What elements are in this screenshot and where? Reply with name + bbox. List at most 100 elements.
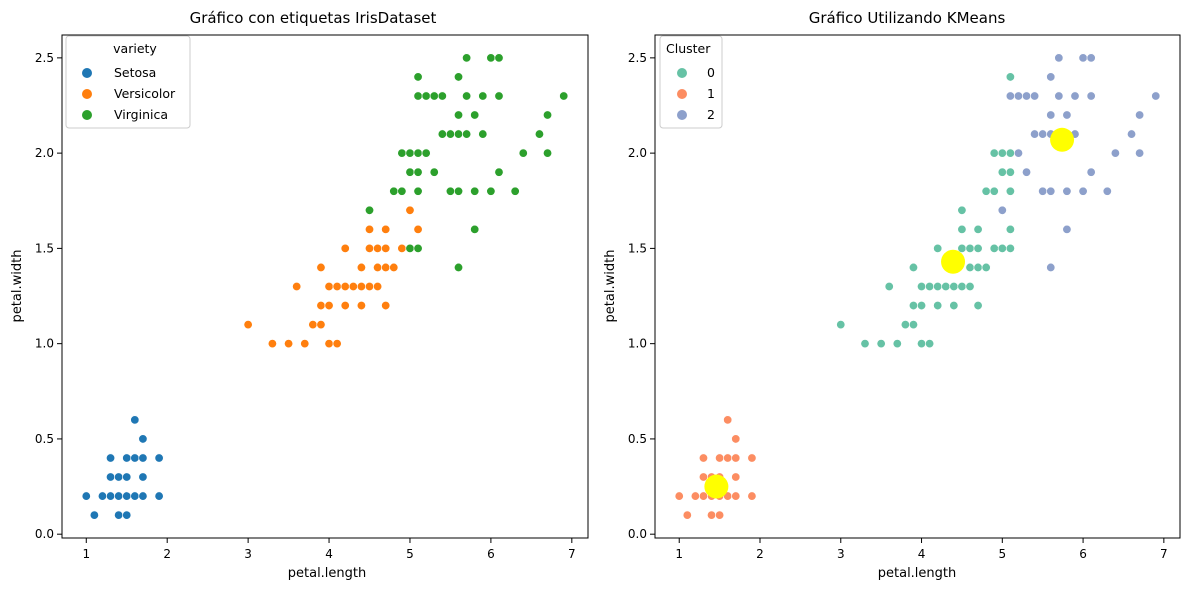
data-point [494,91,504,101]
y-tick-label: 1.5 [628,241,647,255]
y-tick-label: 1.0 [35,337,54,351]
x-tick-label: 5 [998,547,1006,561]
data-point [340,301,350,311]
data-point [973,262,983,272]
y-tick-label: 2.0 [35,146,54,160]
data-point [154,453,164,463]
data-point [965,243,975,253]
data-point [405,243,415,253]
legend-marker [677,68,687,78]
data-point [543,110,553,120]
x-tick-label: 3 [837,547,845,561]
data-point [316,301,326,311]
data-point [1013,91,1023,101]
data-point [1054,53,1064,63]
data-point [917,301,927,311]
data-point [1110,148,1120,158]
data-point [340,243,350,253]
data-point [470,110,480,120]
data-point [114,491,124,501]
legend-label: 0 [707,65,715,80]
data-point [1022,91,1032,101]
data-point [454,186,464,196]
data-point [1086,53,1096,63]
data-point [437,91,447,101]
legend-entry-cluster-2: 2 [677,107,715,122]
series-2 [997,53,1161,272]
y-tick-label: 0.5 [628,432,647,446]
data-point [1038,186,1048,196]
data-point [478,91,488,101]
data-point [1062,186,1072,196]
series-setosa [81,415,164,520]
data-point [1046,110,1056,120]
legend-title: Cluster [666,41,711,56]
data-point [356,281,366,291]
data-point [715,453,725,463]
data-point [731,434,741,444]
y-tick-label: 1.5 [35,241,54,255]
data-point [1151,91,1161,101]
data-point [122,491,132,501]
chart-title: Gráfico con etiquetas IrisDataset [190,9,437,27]
data-point [510,186,520,196]
data-point [981,262,991,272]
data-point [518,148,528,158]
data-point [97,491,107,501]
legend-label: 2 [707,107,715,122]
data-point [340,281,350,291]
data-point [534,129,544,139]
data-point [925,281,935,291]
data-point [989,186,999,196]
data-point [1030,91,1040,101]
data-point [486,186,496,196]
data-point [1135,148,1145,158]
data-point [973,301,983,311]
x-tick-label: 5 [406,547,414,561]
data-point [1086,91,1096,101]
data-point [122,453,132,463]
data-point [997,243,1007,253]
legend-marker [677,89,687,99]
data-point [373,281,383,291]
data-point [1078,53,1088,63]
legend-frame [65,35,191,129]
data-point [316,320,326,330]
data-point [462,129,472,139]
data-point [1038,129,1048,139]
y-tick-label: 2.0 [628,146,647,160]
legend-title: variety [113,41,157,56]
data-point [429,91,439,101]
data-point [989,243,999,253]
data-point [957,224,967,234]
data-point [397,186,407,196]
data-point [543,148,553,158]
data-point [413,72,423,82]
data-point [917,281,927,291]
data-point [284,339,294,349]
data-point [405,148,415,158]
data-point [413,243,423,253]
data-point [413,167,423,177]
data-point [454,110,464,120]
x-tick-label: 7 [1160,547,1168,561]
data-point [973,243,983,253]
y-tick-label: 0.5 [35,432,54,446]
y-axis-label: petal.width [10,250,25,323]
data-point [1005,167,1015,177]
data-point [674,491,684,501]
data-point [892,339,902,349]
data-point [860,339,870,349]
data-point [949,301,959,311]
legend-entry-setosa: Setosa [82,65,156,80]
data-point [486,53,496,63]
x-tick-label: 2 [163,547,171,561]
data-point [559,91,569,101]
data-point [413,148,423,158]
data-point [138,453,148,463]
data-point [933,301,943,311]
data-point [356,262,366,272]
y-tick-label: 0.0 [35,527,54,541]
data-point [965,262,975,272]
